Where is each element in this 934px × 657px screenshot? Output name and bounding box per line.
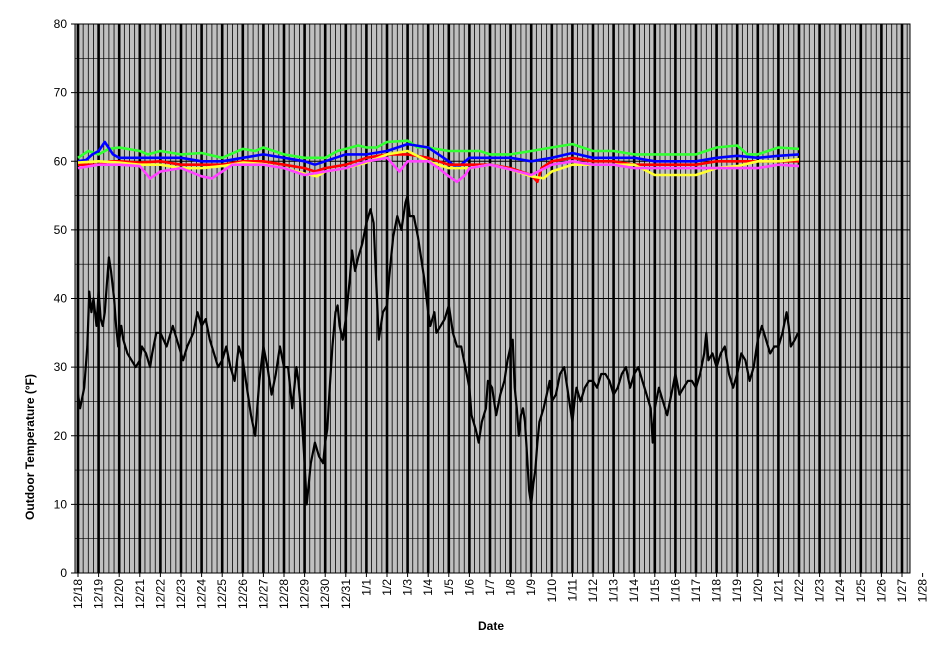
- series-line-2: [77, 139, 800, 160]
- x-tick-label: 1/28: [916, 579, 930, 603]
- x-tick-label: 12/25: [215, 579, 229, 609]
- x-tick-label: 1/12: [586, 579, 600, 603]
- x-tick-label: 12/21: [133, 579, 147, 609]
- x-tick-label: 1/14: [627, 579, 641, 603]
- y-tick-label: 0: [60, 566, 67, 580]
- x-tick-label: 12/30: [318, 579, 332, 609]
- x-tick-label: 1/24: [833, 579, 847, 603]
- x-tick-label: 1/3: [401, 579, 415, 596]
- y-tick-label: 50: [54, 223, 68, 237]
- y-axis-label: Outdoor Temperature (°F): [23, 374, 37, 520]
- x-tick-label: 1/1: [359, 579, 373, 596]
- y-tick-label: 60: [54, 154, 68, 168]
- x-tick-label: 1/5: [442, 579, 456, 596]
- x-tick-label: 12/31: [339, 579, 353, 609]
- series-line-6: [77, 156, 800, 184]
- y-tick-label: 30: [54, 360, 68, 374]
- x-tick-label: 1/6: [462, 579, 476, 596]
- x-tick-label: 1/23: [813, 579, 827, 603]
- x-tick-label: 12/22: [153, 579, 167, 609]
- x-tick-label: 12/23: [174, 579, 188, 609]
- x-tick-label: 1/21: [771, 579, 785, 603]
- x-tick-label: 12/28: [277, 579, 291, 609]
- x-tick-label: 12/18: [71, 579, 85, 609]
- x-tick-label: 1/8: [504, 579, 518, 596]
- y-tick-label: 20: [54, 429, 68, 443]
- x-tick-label: 12/29: [298, 579, 312, 609]
- x-tick-label: 1/27: [895, 579, 909, 603]
- y-tick-label: 80: [54, 17, 68, 31]
- x-axis-label: Date: [478, 619, 504, 633]
- x-tick-label: 12/26: [236, 579, 250, 609]
- x-tick-label: 12/27: [256, 579, 270, 609]
- series-line-4: [78, 153, 799, 184]
- series-line-5: [77, 149, 800, 180]
- series-group: [76, 139, 800, 506]
- y-tick-label: 10: [54, 497, 68, 511]
- y-axis-ticks: 0 10 20 30 40 50 60 70 80: [54, 17, 75, 580]
- x-tick-label: 1/17: [689, 579, 703, 603]
- x-tick-label: 1/25: [854, 579, 868, 603]
- grid-lines: [75, 23, 910, 574]
- x-tick-label: 12/19: [92, 579, 106, 609]
- x-axis-ticks: 12/18 12/19 12/20 12/21 12/22 12/23 12/24 12/25…: [71, 573, 930, 609]
- x-tick-label: 1/18: [710, 579, 724, 603]
- x-tick-label: 1/16: [668, 579, 682, 603]
- y-tick-label: 40: [54, 292, 68, 306]
- x-tick-label: 1/13: [607, 579, 621, 603]
- x-tick-label: 1/10: [545, 579, 559, 603]
- x-tick-label: 1/11: [565, 579, 579, 602]
- x-tick-label: 1/7: [483, 579, 497, 596]
- x-tick-label: 1/15: [648, 579, 662, 603]
- x-tick-label: 1/20: [751, 579, 765, 603]
- series-line-3: [77, 140, 800, 170]
- x-tick-label: 1/4: [421, 579, 435, 596]
- series-line-1: [76, 194, 800, 506]
- x-tick-label: 1/19: [730, 579, 744, 603]
- x-tick-label: 12/24: [195, 579, 209, 609]
- x-tick-label: 1/9: [524, 579, 538, 596]
- x-tick-label: 1/22: [792, 579, 806, 603]
- y-tick-label: 70: [54, 86, 68, 100]
- x-tick-label: 12/20: [112, 579, 126, 609]
- x-tick-label: 1/26: [874, 579, 888, 603]
- x-tick-label: 1/2: [380, 579, 394, 596]
